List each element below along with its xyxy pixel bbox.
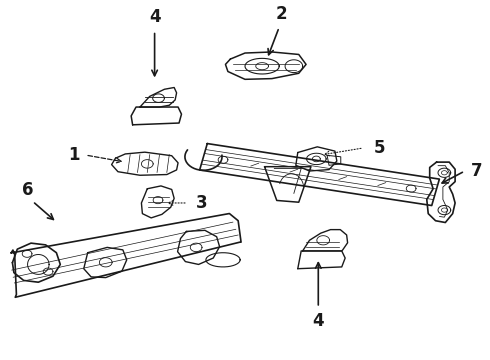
Text: 6: 6 [22,181,33,199]
Text: 4: 4 [149,8,160,26]
Text: 2: 2 [276,5,288,23]
Text: 1: 1 [68,146,80,164]
Text: 7: 7 [471,162,482,180]
Text: 4: 4 [313,312,324,330]
Text: 3: 3 [196,194,208,212]
Text: 5: 5 [373,139,385,157]
